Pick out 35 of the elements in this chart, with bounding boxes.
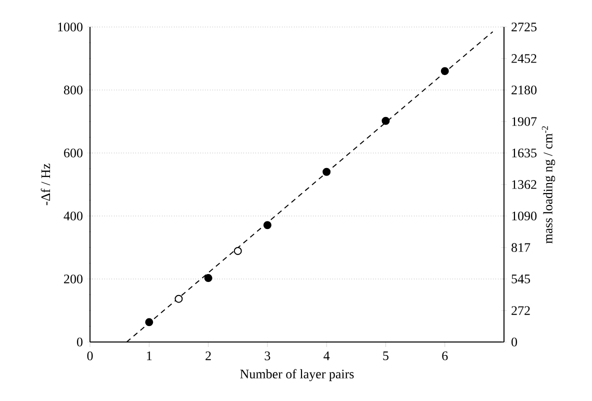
x-tick-label: 5 [383, 352, 388, 360]
point [204, 274, 212, 282]
y-tick-label: 1000 [58, 22, 82, 32]
point [234, 246, 242, 255]
point [382, 116, 390, 125]
point [440, 67, 449, 76]
x-tick-label: 0 [87, 352, 93, 360]
y-axis-title: -Δf / Hz [40, 164, 50, 206]
point [145, 318, 154, 326]
point [174, 294, 183, 303]
y2-tick-label: 2452 [512, 54, 536, 63]
x-axis-title: Number of layer pairs [240, 369, 354, 382]
y2-tick-label: 817 [512, 243, 530, 252]
y-tick-label: 400 [64, 212, 82, 220]
y2-tick-label: 1362 [512, 180, 536, 189]
y2-tick-label: 0 [512, 338, 518, 346]
y2-tick-label: 545 [512, 274, 530, 284]
x-tick-label: 6 [442, 352, 448, 360]
y2-tick-label: 2180 [512, 86, 537, 94]
y2-tick-label: 1907 [512, 117, 537, 126]
y-tick-label: 0 [76, 338, 82, 346]
x-tick-label: 1 [147, 352, 152, 360]
point [322, 168, 331, 176]
y-tick-label: 800 [64, 86, 82, 94]
y2-tick-label: 2725 [512, 22, 537, 32]
x-tick-label: 3 [264, 352, 270, 360]
y2-tick-label: 272 [512, 306, 530, 315]
y-tick-label: 200 [64, 274, 82, 284]
x-tick-label: 4 [324, 352, 330, 360]
y2-axis-title: mass loading ng / cm$^{-2}$ [542, 126, 556, 244]
x-tick-label: 2 [206, 352, 211, 360]
point [263, 221, 272, 230]
y2-tick-label: 1090 [512, 212, 537, 220]
y2-tick-label: 1635 [512, 148, 537, 158]
y-tick-label: 600 [64, 148, 82, 158]
